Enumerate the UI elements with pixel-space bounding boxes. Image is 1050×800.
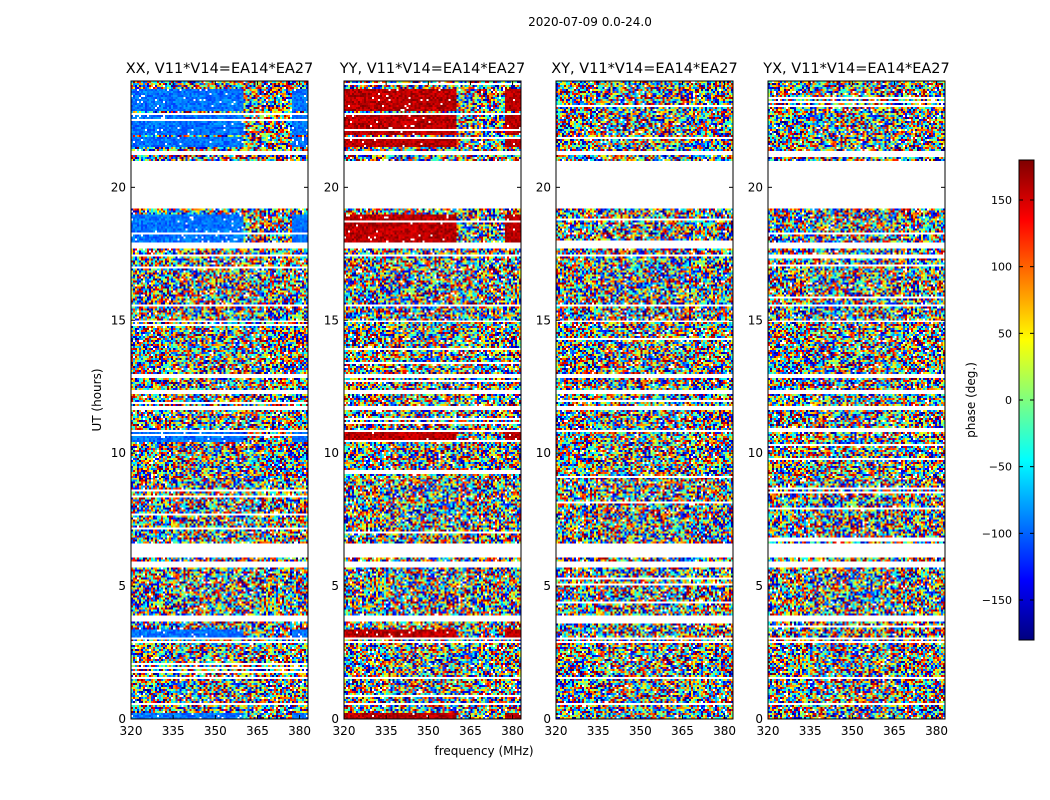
- y-tick-label: 5: [331, 579, 339, 593]
- x-tick-label: 335: [162, 724, 185, 738]
- y-tick-label: 15: [536, 313, 551, 327]
- y-tick-label: 15: [111, 313, 126, 327]
- colorbar-tick-label: 100: [991, 261, 1012, 274]
- y-tick-label: 5: [118, 579, 126, 593]
- panel-title: YY, V11*V14=EA14*EA27: [339, 61, 525, 77]
- colorbar-tick-label: −100: [982, 527, 1012, 540]
- colorbar-tick-label: 50: [998, 327, 1012, 340]
- y-tick-label: 5: [543, 579, 551, 593]
- x-tick-label: 320: [333, 724, 356, 738]
- x-tick-label: 350: [204, 724, 227, 738]
- x-tick-label: 380: [713, 724, 736, 738]
- x-tick-label: 365: [883, 724, 906, 738]
- heatmap-yy: [344, 81, 521, 719]
- x-tick-label: 350: [841, 724, 864, 738]
- y-tick-label: 10: [536, 446, 551, 460]
- y-tick-label: 20: [748, 180, 763, 194]
- colorbar-tick-label: 150: [991, 194, 1012, 207]
- x-tick-label: 335: [587, 724, 610, 738]
- panel-xy: XY, V11*V14=EA14*EA27 320 335 350 365 380 0 5 10…: [536, 61, 738, 738]
- colorbar-label: phase (deg.): [964, 362, 978, 438]
- x-tick-label: 380: [925, 724, 948, 738]
- x-tick-label: 380: [501, 724, 524, 738]
- panel-title: XY, V11*V14=EA14*EA27: [551, 61, 737, 77]
- x-tick-label: 365: [246, 724, 269, 738]
- x-tick-label: 365: [459, 724, 482, 738]
- x-tick-label: 335: [799, 724, 822, 738]
- y-tick-label: 0: [118, 712, 126, 726]
- y-tick-label: 10: [324, 446, 339, 460]
- panel-frame: [767, 80, 946, 720]
- panel-frame: [130, 80, 309, 720]
- heatmap-xx: [131, 81, 308, 719]
- y-tick-label: 20: [324, 180, 339, 194]
- y-tick-label: 0: [755, 712, 763, 726]
- x-tick-label: 350: [417, 724, 440, 738]
- panel-title: XX, V11*V14=EA14*EA27: [126, 61, 314, 77]
- y-tick-label: 20: [536, 180, 551, 194]
- y-tick-label: 0: [543, 712, 551, 726]
- colorbar-tick-label: 0: [1005, 394, 1012, 407]
- y-tick-label: 15: [324, 313, 339, 327]
- x-tick-label: 320: [120, 724, 143, 738]
- x-tick-label: 320: [757, 724, 780, 738]
- panel-yy: YY, V11*V14=EA14*EA27 320 335 350 365 380 0 5 10…: [324, 61, 525, 738]
- y-tick-label: 10: [111, 446, 126, 460]
- suptitle: 2020-07-09 0.0-24.0: [528, 15, 652, 29]
- y-tick-label: 15: [748, 313, 763, 327]
- panel-frame: [343, 80, 522, 720]
- y-tick-label: 20: [111, 180, 126, 194]
- x-tick-label: 380: [288, 724, 311, 738]
- x-tick-label: 335: [375, 724, 398, 738]
- heatmap-xy: [556, 81, 733, 719]
- panel-yx: YX, V11*V14=EA14*EA27 320 335 350 365 380 0 5 10…: [748, 61, 950, 738]
- x-tick-label: 320: [545, 724, 568, 738]
- y-axis-label: UT (hours): [90, 368, 104, 431]
- colorbar-tick-label: −50: [989, 461, 1012, 474]
- panel-xx: XX, V11*V14=EA14*EA27 320 335 350 365 380 0 5 10…: [111, 61, 314, 738]
- colorbar: 150 100 50 0 −50 −100 −150 phase (deg.): [964, 159, 1035, 641]
- x-axis-label: frequency (MHz): [434, 744, 533, 758]
- colorbar-tick-label: −150: [982, 594, 1012, 607]
- x-tick-label: 350: [629, 724, 652, 738]
- y-tick-label: 5: [755, 579, 763, 593]
- panel-title: YX, V11*V14=EA14*EA27: [762, 61, 949, 77]
- panel-frame: [555, 80, 734, 720]
- heatmap-yx: [768, 81, 945, 719]
- x-tick-label: 365: [671, 724, 694, 738]
- y-tick-label: 0: [331, 712, 339, 726]
- panels: XX, V11*V14=EA14*EA27 320 335 350 365 380 0 5 10…: [111, 61, 950, 738]
- y-tick-label: 10: [748, 446, 763, 460]
